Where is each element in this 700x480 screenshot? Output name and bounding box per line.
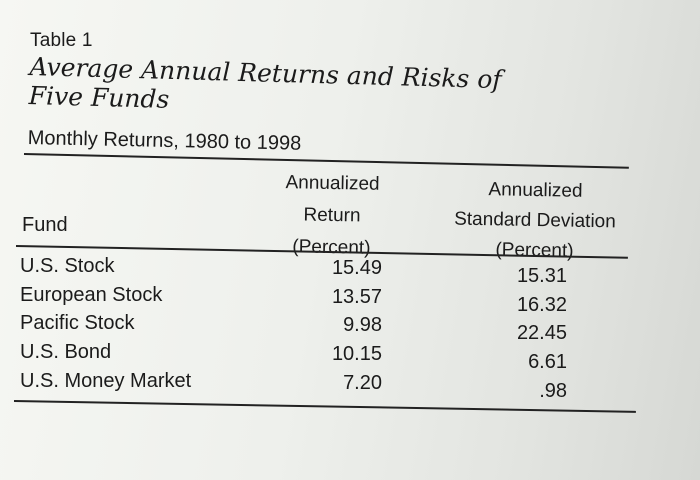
return-value: 10.15	[331, 343, 382, 365]
std-dev-value: 22.45	[516, 322, 567, 344]
std-dev-value: 6.61	[528, 351, 567, 373]
table-row: U.S. Money Market 7.20 .98	[20, 370, 620, 402]
return-value: 7.20	[343, 372, 382, 394]
table-row: U.S. Bond 10.15 6.61	[20, 341, 620, 373]
table-row: Pacific Stock 9.98 22.45	[20, 312, 620, 344]
return-value: 13.57	[331, 286, 382, 308]
std-dev-value: 15.31	[516, 265, 567, 287]
table-label: Table 1	[30, 30, 93, 51]
fund-name: U.S. Money Market	[20, 370, 192, 392]
std-dev-value: .98	[539, 380, 567, 402]
fund-name: U.S. Stock	[20, 255, 115, 277]
fund-name: European Stock	[20, 284, 163, 306]
fund-name: U.S. Bond	[20, 341, 112, 363]
header-fund: Fund	[22, 214, 68, 236]
std-dev-value: 16.32	[516, 294, 567, 316]
table-row: European Stock 13.57 16.32	[20, 284, 620, 316]
table-row: U.S. Stock 15.49 15.31	[20, 255, 620, 287]
fund-name: Pacific Stock	[20, 312, 135, 334]
return-value: 9.98	[343, 314, 382, 336]
return-value: 15.49	[331, 257, 382, 279]
